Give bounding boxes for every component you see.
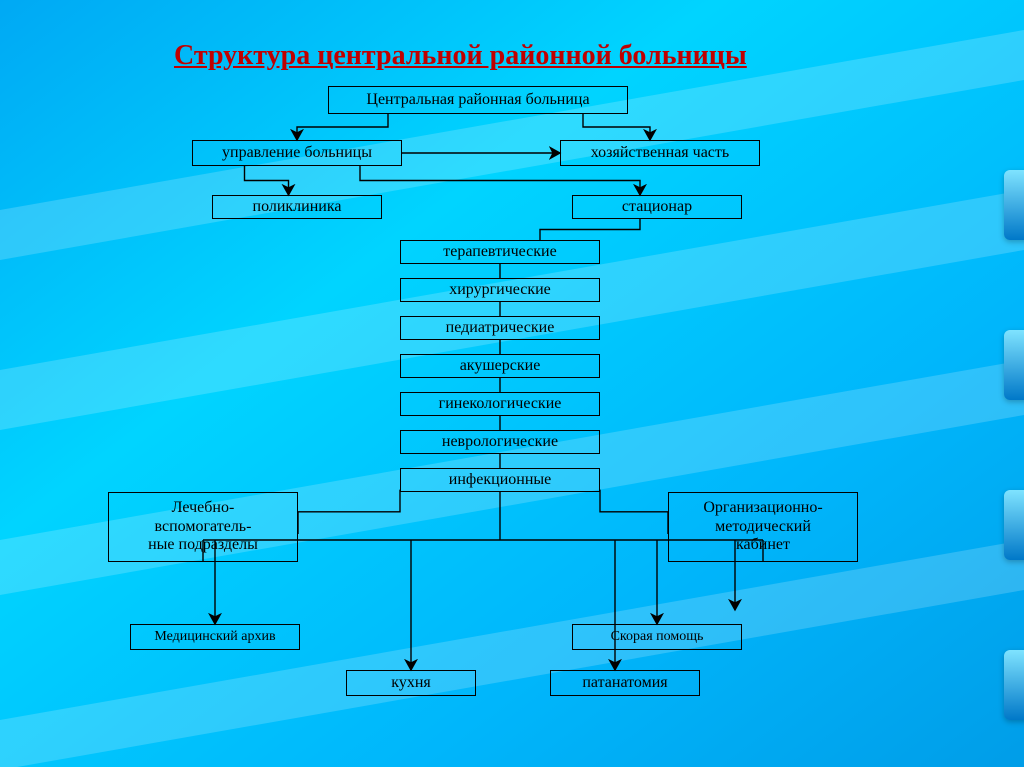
node-orgmethod: Организационно- методический кабинет — [668, 492, 858, 562]
node-infect: инфекционные — [400, 468, 600, 492]
node-polyclinic: поликлиника — [212, 195, 382, 219]
node-neuro: неврологические — [400, 430, 600, 454]
node-ambulance: Скорая помощь — [572, 624, 742, 650]
node-economic: хозяйственная часть — [560, 140, 760, 166]
node-root: Центральная районная больница — [328, 86, 628, 114]
connector-layer — [0, 0, 1024, 767]
node-surgical: хирургические — [400, 278, 600, 302]
node-aux: Лечебно- вспомогатель- ные подразделы — [108, 492, 298, 562]
node-archive: Медицинский архив — [130, 624, 300, 650]
node-pediatric: педиатрические — [400, 316, 600, 340]
node-obstetric: акушерские — [400, 354, 600, 378]
node-stationary: стационар — [572, 195, 742, 219]
node-therapeutic: терапевтические — [400, 240, 600, 264]
page-title: Структура центральной районной больницы — [174, 40, 747, 72]
node-gyneco: гинекологические — [400, 392, 600, 416]
diagram-canvas: Структура центральной районной больницы … — [0, 0, 1024, 767]
node-management: управление больницы — [192, 140, 402, 166]
node-pathology: патанатомия — [550, 670, 700, 696]
node-kitchen: кухня — [346, 670, 476, 696]
